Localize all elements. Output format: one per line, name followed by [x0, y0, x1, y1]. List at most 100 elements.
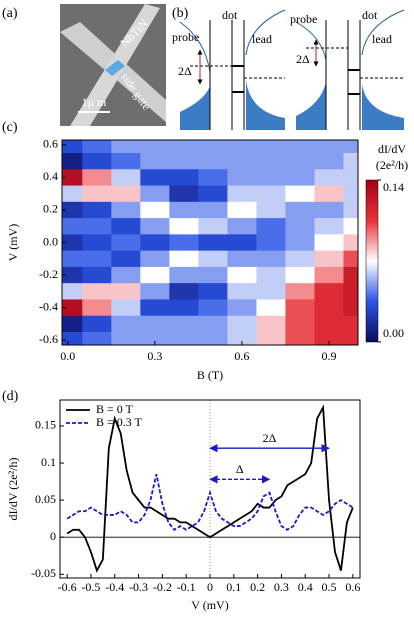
heat-cell: [227, 315, 257, 333]
heat-cell: [169, 266, 199, 284]
heat-cell: [169, 140, 199, 154]
heat-cell: [198, 201, 228, 219]
lead-label: lead: [372, 32, 392, 46]
heat-cell: [62, 315, 83, 333]
heat-cell: [62, 185, 83, 203]
heat-cell: [140, 299, 170, 317]
heat-cell: [227, 201, 257, 219]
heat-cell: [169, 234, 199, 252]
y-tick-label: 0.15: [35, 418, 56, 432]
series-line: [66, 404, 354, 573]
heat-cell: [62, 201, 83, 219]
heat-cell: [314, 201, 344, 219]
heat-cell: [256, 218, 286, 235]
x-tick-label: 0.3: [147, 349, 162, 363]
heat-cell: [82, 201, 112, 219]
heat-cell: [140, 201, 170, 219]
x-tick-label: 0.3: [274, 580, 289, 594]
heat-cell: [111, 299, 141, 317]
x-tick-label: 0: [207, 580, 213, 594]
heat-cell: [314, 169, 344, 187]
y-axis-label: dI/dV (2e²/h): [6, 457, 20, 520]
heat-cell: [111, 331, 141, 345]
heat-cell: [169, 185, 199, 203]
heat-cell: [140, 315, 170, 333]
colorbar-tick-label: 0.14: [383, 180, 404, 194]
legend-label: B = 0.3 T: [96, 415, 143, 429]
heat-cell: [256, 299, 286, 317]
heat-cell: [285, 299, 315, 317]
heat-cell: [82, 315, 112, 333]
heat-cell: [285, 234, 315, 252]
heat-cell: [343, 140, 358, 154]
heat-cell: [140, 234, 170, 252]
heat-cell: [62, 299, 83, 317]
heat-cell: [198, 218, 228, 235]
heat-cell: [227, 218, 257, 235]
heat-cell: [314, 331, 344, 345]
heat-cell: [111, 266, 141, 284]
x-tick-label: -0.4: [105, 580, 124, 594]
y-tick-label: 0.2: [43, 202, 58, 216]
heat-cell: [285, 169, 315, 187]
probe-label: probe: [290, 12, 317, 26]
heat-cell: [256, 153, 286, 170]
heat-cell: [62, 283, 83, 300]
heat-cell: [198, 283, 228, 300]
x-axis-label: V (mV): [191, 598, 228, 612]
heat-cell: [256, 185, 286, 203]
heat-cell: [169, 169, 199, 187]
heat-cell: [111, 153, 141, 170]
heat-cell: [256, 250, 286, 268]
heat-cell: [198, 185, 228, 203]
heat-cell: [314, 299, 344, 317]
heat-cell: [227, 331, 257, 345]
heat-cell: [62, 153, 83, 170]
x-tick-label: -0.3: [129, 580, 148, 594]
heat-cell: [82, 266, 112, 284]
heat-cell: [169, 250, 199, 268]
heat-cell: [256, 201, 286, 219]
heat-cell: [256, 266, 286, 284]
heat-cell: [82, 234, 112, 252]
colorbar: [365, 179, 379, 343]
heat-cell: [285, 140, 315, 154]
panel-label: (a): [2, 6, 18, 21]
heat-cell: [343, 315, 358, 333]
x-tick-label: -0.6: [58, 580, 77, 594]
colorbar-tick-label: 0.00: [383, 326, 404, 340]
heat-cell: [111, 315, 141, 333]
heat-cell: [227, 185, 257, 203]
x-axis-label: B (T): [197, 368, 223, 382]
heat-cell: [198, 153, 228, 170]
heat-cell: [256, 234, 286, 252]
heat-cell: [343, 299, 358, 317]
annotation-label: 2Δ: [263, 431, 277, 445]
heat-cell: [82, 331, 112, 345]
heat-cell: [314, 140, 344, 154]
heat-cell: [343, 331, 358, 345]
dot-label: dot: [222, 8, 238, 22]
heat-cell: [314, 283, 344, 300]
heat-cell: [140, 140, 170, 154]
heat-cell: [198, 250, 228, 268]
heat-cell: [140, 266, 170, 284]
heat-cell: [82, 185, 112, 203]
series-line: [66, 473, 354, 531]
heat-cell: [140, 283, 170, 300]
heat-cell: [227, 283, 257, 300]
heat-cell: [227, 250, 257, 268]
heat-cell: [343, 266, 358, 284]
heat-cell: [62, 169, 83, 187]
heat-cell: [285, 315, 315, 333]
x-tick-label: 0.2: [250, 580, 265, 594]
x-tick-label: 0.1: [226, 580, 241, 594]
heat-cell: [314, 315, 344, 333]
heat-cell: [111, 169, 141, 187]
x-tick-label: 0.9: [321, 349, 336, 363]
heat-cell: [227, 234, 257, 252]
heat-cell: [198, 169, 228, 187]
heat-cell: [314, 218, 344, 235]
x-tick-label: -0.1: [177, 580, 196, 594]
